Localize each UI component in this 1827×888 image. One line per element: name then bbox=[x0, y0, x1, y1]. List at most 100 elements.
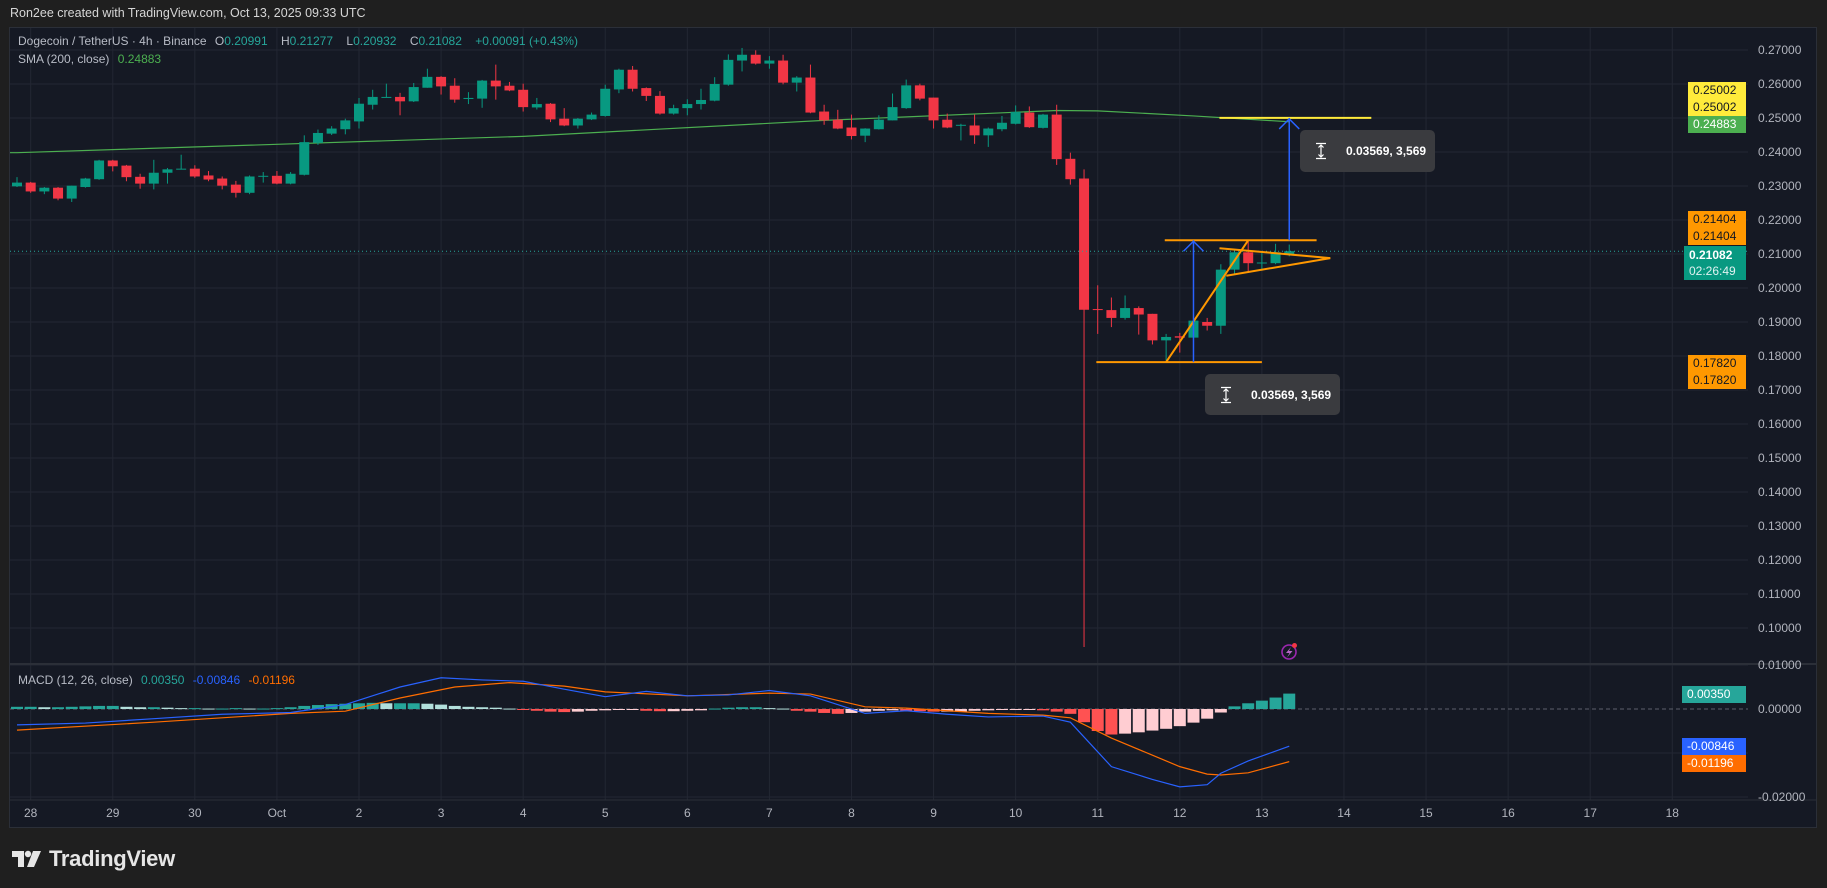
time-axis-label: 28 bbox=[24, 806, 38, 820]
candle bbox=[764, 56, 775, 69]
price-badge-target: 0.25002 bbox=[1688, 99, 1746, 116]
candle-body bbox=[819, 111, 830, 121]
candle bbox=[422, 68, 433, 88]
macd-histogram-bar bbox=[558, 709, 571, 713]
time-axis-label: 8 bbox=[848, 806, 855, 820]
measure-label-lower[interactable]: 0.03569, 3,569 bbox=[1205, 374, 1340, 415]
macd-badge-signal-text: -0.01196 bbox=[1687, 756, 1734, 770]
candle-body bbox=[887, 107, 898, 121]
macd-histogram-bar bbox=[1187, 709, 1200, 723]
symbol-legend: Dogecoin / TetherUS · 4h · Binance O0.20… bbox=[18, 34, 578, 48]
candle bbox=[969, 114, 980, 144]
candle bbox=[504, 81, 515, 92]
candle-body bbox=[1106, 310, 1117, 318]
candle-body bbox=[805, 77, 816, 113]
candle bbox=[559, 108, 570, 127]
macd-histogram-bar bbox=[530, 709, 543, 711]
macd-histogram-bar bbox=[1132, 709, 1145, 733]
candle-body bbox=[682, 104, 693, 109]
macd-histogram-bar bbox=[1105, 709, 1118, 735]
macd-histogram-bar bbox=[435, 704, 448, 709]
macd-badge-hist-text: 0.00350 bbox=[1687, 687, 1731, 701]
candle-body bbox=[1065, 158, 1076, 180]
time-axis-label: 9 bbox=[930, 806, 937, 820]
time-axis-label: 18 bbox=[1666, 806, 1680, 820]
candle bbox=[709, 77, 720, 102]
price-badge-drawing: 0.21404 bbox=[1688, 228, 1746, 245]
candle-body bbox=[271, 175, 282, 184]
candle-body bbox=[955, 124, 966, 126]
macd-histogram-bar bbox=[462, 706, 475, 709]
macd-label[interactable]: MACD (12, 26, close) bbox=[18, 673, 133, 687]
candle-body bbox=[176, 168, 187, 170]
bar-countdown: 02:26:49 bbox=[1689, 264, 1736, 278]
candle-body bbox=[586, 114, 597, 120]
macd-histogram-bar bbox=[790, 709, 803, 711]
time-axis-label: 12 bbox=[1173, 806, 1187, 820]
macd-histogram-bar bbox=[1064, 709, 1077, 714]
candle bbox=[395, 92, 406, 116]
grid bbox=[10, 28, 1816, 801]
macd-histogram-bar bbox=[681, 709, 694, 711]
macd-badge-signal: -0.01196 bbox=[1682, 755, 1746, 772]
candle-body bbox=[518, 89, 529, 108]
candle-body bbox=[477, 80, 488, 99]
candle-body bbox=[641, 88, 652, 96]
candle-body bbox=[914, 85, 925, 99]
candle bbox=[39, 187, 50, 195]
candle bbox=[148, 159, 159, 190]
price-badge-drawing-bg bbox=[1688, 211, 1746, 228]
candle bbox=[873, 115, 884, 130]
candle-body bbox=[572, 118, 583, 126]
lightning-alert-icon[interactable] bbox=[1281, 643, 1297, 660]
candle-body bbox=[408, 87, 419, 102]
macd-histogram-bar bbox=[640, 709, 653, 711]
macd-badge-signal-bg bbox=[1682, 755, 1746, 772]
sma-label[interactable]: SMA (200, close) bbox=[18, 52, 110, 66]
candle bbox=[914, 83, 925, 101]
candle bbox=[1024, 106, 1035, 128]
macd-badge-macd-bg bbox=[1682, 738, 1746, 755]
time-axis-label: 29 bbox=[106, 806, 120, 820]
macd-histogram-bar bbox=[1023, 709, 1036, 710]
tradingview-logo[interactable]: TradingView bbox=[12, 846, 175, 872]
macd-badge-macd-text: -0.00846 bbox=[1687, 739, 1735, 753]
macd-histogram-bar bbox=[900, 709, 913, 711]
macd-histogram-bar bbox=[65, 706, 78, 709]
candle bbox=[1010, 105, 1021, 125]
candle-body bbox=[1174, 336, 1185, 338]
symbol-title[interactable]: Dogecoin / TetherUS · 4h · Binance bbox=[18, 34, 207, 48]
price-badge-drawing-bg bbox=[1688, 228, 1746, 245]
drawings-layer bbox=[10, 116, 1748, 364]
candle-body bbox=[244, 176, 255, 193]
candle-body bbox=[66, 185, 77, 199]
macd-histogram-bar bbox=[626, 709, 639, 710]
price-axis-label: 0.22000 bbox=[1758, 213, 1802, 227]
candle bbox=[354, 97, 364, 129]
candle bbox=[778, 54, 789, 85]
candle-body bbox=[463, 97, 474, 99]
macd-histogram-bar bbox=[257, 708, 270, 710]
candle bbox=[955, 123, 966, 141]
candle-body bbox=[559, 118, 570, 126]
macd-histogram-bar bbox=[407, 703, 420, 709]
candle-body bbox=[449, 85, 460, 100]
height-measure-icon bbox=[1316, 142, 1326, 160]
candle-body bbox=[162, 169, 173, 173]
time-axis-label: 14 bbox=[1337, 806, 1351, 820]
change-value: +0.00091 (+0.43%) bbox=[475, 34, 578, 48]
price-axis-label: 0.27000 bbox=[1758, 43, 1802, 57]
macd-histogram-bar bbox=[995, 709, 1008, 710]
arrow-head-icon bbox=[1182, 240, 1205, 252]
time-axis-label: 13 bbox=[1255, 806, 1269, 820]
candle-body bbox=[354, 103, 364, 122]
macd-badge-hist-bg bbox=[1682, 686, 1746, 703]
candle-body bbox=[737, 54, 748, 61]
macd-histogram-bar bbox=[175, 708, 188, 710]
candle bbox=[860, 128, 871, 143]
macd-line bbox=[16, 677, 1290, 788]
candle-body bbox=[1024, 112, 1035, 128]
measure-label-upper[interactable]: 0.03569, 3,569 bbox=[1300, 130, 1435, 172]
macd-histogram-bar bbox=[1037, 709, 1049, 711]
